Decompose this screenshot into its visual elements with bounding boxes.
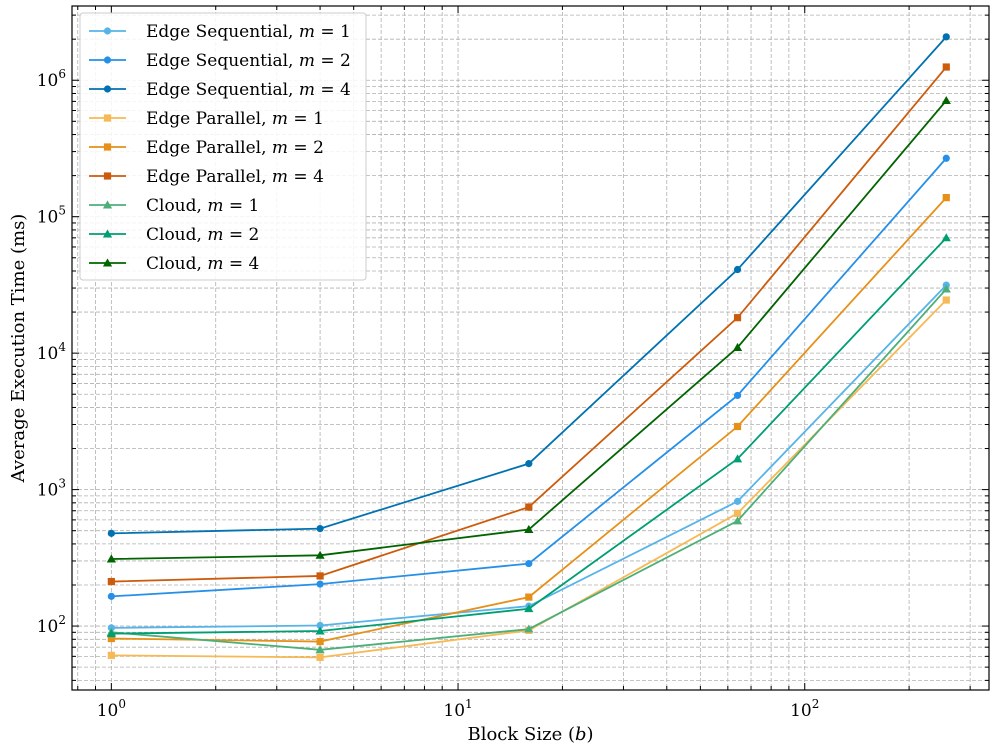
data-point (107, 592, 115, 600)
legend-marker (103, 85, 112, 93)
data-point (315, 626, 325, 635)
legend-item: Cloud, m = 4 (89, 254, 259, 274)
legend-label: Edge Sequential, m = 1 (146, 22, 351, 42)
data-point (107, 634, 115, 643)
data-point (942, 154, 950, 162)
data-point (524, 624, 534, 633)
y-tick-label: 104 (37, 340, 67, 364)
data-point (942, 33, 950, 41)
data-point (106, 629, 116, 638)
data-point (525, 593, 533, 601)
legend-label: Edge Parallel, m = 4 (146, 167, 324, 187)
data-point (525, 503, 533, 511)
y-tick-label: 105 (37, 204, 66, 228)
legend-marker (103, 27, 112, 35)
series-line (111, 237, 947, 635)
data-point (316, 637, 324, 646)
data-point (316, 580, 324, 588)
series-2 (107, 154, 950, 600)
data-point (316, 621, 324, 630)
data-point (733, 509, 742, 517)
legend-item: Edge Parallel, m = 4 (89, 167, 324, 187)
legend-marker (103, 56, 112, 64)
data-point (525, 460, 533, 468)
y-tick-label: 102 (37, 613, 66, 637)
legend-marker (103, 172, 112, 180)
legend-item: Cloud, m = 2 (89, 225, 259, 245)
legend-label: Edge Sequential, m = 4 (146, 80, 351, 100)
legend-marker (102, 229, 113, 238)
series-3 (107, 33, 950, 537)
data-point (316, 524, 324, 533)
data-point (733, 314, 742, 322)
legend-label: Cloud, m = 1 (146, 196, 259, 216)
data-point (941, 233, 951, 242)
x-tick-label: 100 (97, 697, 126, 721)
legend-label: Cloud, m = 2 (146, 225, 259, 245)
series-line (111, 284, 947, 629)
data-point (732, 342, 743, 351)
legend-item: Edge Sequential, m = 2 (89, 51, 351, 71)
legend-label: Cloud, m = 4 (146, 254, 259, 274)
data-point (107, 529, 115, 537)
legend-label: Edge Parallel, m = 1 (146, 109, 324, 129)
plot-frame (71, 5, 990, 691)
data-point (524, 604, 534, 613)
legend-item: Edge Sequential, m = 1 (89, 22, 351, 42)
x-tick-label: 101 (443, 697, 472, 721)
series-5 (107, 194, 950, 646)
data-point (733, 497, 742, 505)
legend-marker (102, 200, 113, 209)
axis-ticks: 100 101 102 102 103 104 105 106 (37, 6, 989, 721)
series-6 (107, 63, 950, 586)
data-point (941, 284, 951, 293)
data-point (524, 524, 534, 533)
legend-marker (103, 114, 112, 122)
legend-label: Edge Sequential, m = 2 (146, 51, 351, 71)
series-7 (106, 284, 951, 654)
x-axis-label: Block Size (b) (467, 724, 593, 745)
data-point (316, 572, 324, 580)
legend-item: Cloud, m = 1 (89, 196, 259, 216)
legend-item: Edge Parallel, m = 2 (89, 138, 324, 158)
series-9 (106, 95, 951, 563)
data-point (732, 516, 743, 525)
data-point (315, 645, 325, 654)
data-point (525, 559, 533, 568)
legend-marker (102, 258, 113, 267)
series-group (106, 33, 951, 661)
data-point (107, 651, 115, 659)
data-point (733, 422, 742, 431)
legend-label: Edge Parallel, m = 2 (146, 138, 324, 158)
y-tick-label: 103 (37, 477, 66, 501)
data-point (316, 653, 324, 661)
data-point (107, 577, 115, 586)
data-point (315, 550, 325, 559)
y-tick-label: 106 (37, 67, 66, 91)
data-point (732, 454, 743, 463)
data-point (941, 95, 951, 104)
data-point (733, 391, 742, 400)
x-tick-label: 102 (790, 697, 819, 721)
series-8 (106, 233, 951, 638)
legend: Edge Sequential, m = 1 Edge Sequential, m… (79, 12, 367, 281)
legend-box (79, 12, 367, 281)
legend-marker (103, 143, 112, 151)
data-point (733, 265, 742, 274)
data-point (942, 296, 950, 304)
legend-item: Edge Parallel, m = 1 (89, 109, 324, 129)
data-point (942, 63, 950, 71)
y-axis-label: Average Execution Time (ms) (8, 214, 29, 484)
data-point (942, 194, 950, 202)
data-point (106, 554, 116, 563)
legend-item: Edge Sequential, m = 4 (89, 80, 351, 100)
